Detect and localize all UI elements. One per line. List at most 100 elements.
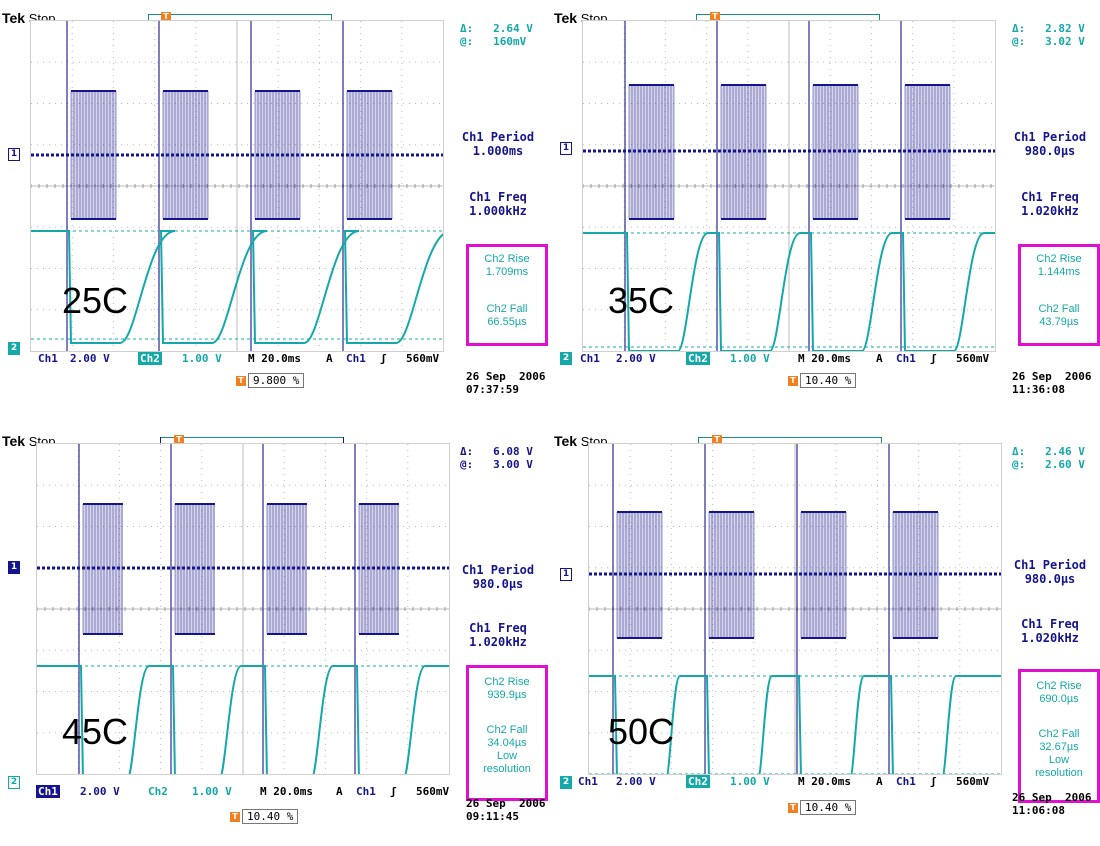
trigger-level: 560mV	[956, 775, 990, 788]
temperature-label: 50C	[608, 711, 675, 752]
trigger-source: Ch1	[356, 785, 376, 798]
trigger-source: Ch1	[896, 775, 916, 788]
ch2-ground-marker: 2	[560, 776, 572, 789]
ch2-label: Ch2	[686, 775, 710, 788]
cursor-readout: Δ: 2.82 V @: 3.02 V	[1012, 22, 1085, 48]
trigger-mode: A	[326, 352, 333, 365]
trigger-position-icon: T	[710, 12, 720, 22]
cursor-readout: Δ: 6.08 V @: 3.00 V	[460, 445, 533, 471]
brand-logo: Tek	[554, 10, 578, 26]
trigger-slope-icon: ʃ	[390, 785, 397, 798]
waveform-svg	[37, 444, 449, 774]
ch2-label: Ch2	[138, 352, 162, 365]
ch1-burst	[347, 91, 392, 219]
timestamp: 26 Sep 2006 09:11:45	[466, 797, 546, 823]
trigger-mode: A	[876, 775, 883, 788]
timebase: M 20.0ms	[798, 775, 851, 788]
ch1-label: Ch1	[38, 352, 58, 365]
waveform-svg	[31, 21, 443, 351]
waveform-display	[588, 443, 1002, 775]
ch1-scale: 2.00 V	[616, 775, 656, 788]
ch2-highlight-box: Ch2 Rise 939.9µs Ch2 Fall 34.04µs Low resolu…	[466, 665, 548, 801]
waveform-display	[582, 20, 996, 352]
ch1-freq-measurement: Ch1 Freq 1.000kHz	[469, 190, 527, 218]
scope-panel-35c: Tek Stop T 1 2 35C Δ: 2.82 V @: 3.02 V C…	[552, 0, 1100, 423]
trigger-position-readout: T 10.40 %	[230, 809, 299, 824]
trigger-position-readout: T 10.40 %	[788, 800, 857, 815]
timebase: M 20.0ms	[798, 352, 851, 365]
ch2-rise-measurement: Ch2 Rise 939.9µs	[484, 676, 530, 701]
cursor-readout: Δ: 2.46 V @: 2.60 V	[1012, 445, 1085, 471]
ch1-scale: 2.00 V	[80, 785, 120, 798]
ch1-scale: 2.00 V	[70, 352, 110, 365]
ch2-highlight-box: Ch2 Rise 690.0µs Ch2 Fall 32.67µs Low resolu…	[1018, 669, 1100, 803]
ch1-ground-marker: 1	[560, 568, 572, 581]
scope-panel-50c: Tek Stop T 1 2 50C Δ: 2.46 V @: 2.60 V C…	[552, 423, 1100, 846]
ch1-freq-measurement: Ch1 Freq 1.020kHz	[1021, 190, 1079, 218]
ch2-label: Ch2	[148, 785, 168, 798]
waveform-svg	[583, 21, 995, 351]
ch2-scale: 1.00 V	[730, 352, 770, 365]
ch1-freq-measurement: Ch1 Freq 1.020kHz	[1021, 617, 1079, 645]
channel-settings-bar: Ch1 2.00 V Ch2 1.00 V M 20.0ms A Ch1 ʃ 5…	[554, 352, 1000, 368]
trigger-position-readout: T 10.40 %	[788, 373, 857, 388]
ch2-scale: 1.00 V	[182, 352, 222, 365]
trigger-level: 560mV	[956, 352, 990, 365]
ch2-trace	[589, 675, 1001, 774]
trigger-level: 560mV	[406, 352, 440, 365]
timestamp: 26 Sep 2006 11:36:08	[1012, 370, 1092, 396]
trigger-mode: A	[336, 785, 343, 798]
ch2-label: Ch2	[686, 352, 710, 365]
trigger-source: Ch1	[896, 352, 916, 365]
ch1-ground-marker: 1	[560, 142, 572, 155]
cursor-readout: Δ: 2.64 V @: 160mV	[460, 22, 533, 48]
waveform-display	[36, 443, 450, 775]
ch1-label: Ch1	[36, 785, 60, 798]
scope-panel-45c: Tek Stop T 1 2 45C Δ: 6.08 V @: 3.00 V C…	[0, 423, 548, 846]
waveform-svg	[589, 444, 1001, 774]
temperature-label: 45C	[62, 711, 129, 752]
ch2-fall-measurement: Ch2 Fall 34.04µs Low resolution	[483, 724, 531, 775]
ch1-burst	[905, 85, 950, 219]
ch1-period-measurement: Ch1 Period 1.000ms	[461, 130, 535, 158]
ch2-scale: 1.00 V	[730, 775, 770, 788]
ch1-period-measurement: Ch1 Period 980.0µs	[1013, 130, 1087, 158]
ch1-period-measurement: Ch1 Period 980.0µs	[461, 563, 535, 591]
ch1-period-measurement: Ch1 Period 980.0µs	[1013, 558, 1087, 586]
trigger-position-readout: T 9.800 %	[236, 373, 305, 388]
brand-logo: Tek	[554, 433, 578, 449]
ch1-burst	[629, 85, 674, 219]
timebase: M 20.0ms	[260, 785, 313, 798]
channel-settings-bar: Ch1 2.00 V Ch2 1.00 V M 20.0ms A Ch1 ʃ 5…	[2, 785, 450, 801]
ch1-label: Ch1	[580, 352, 600, 365]
ch1-burst	[163, 91, 208, 219]
ch2-rise-measurement: Ch2 Rise 1.709ms	[484, 253, 530, 278]
ch2-ground-marker: 2	[8, 776, 20, 789]
ch2-rise-measurement: Ch2 Rise 1.144ms	[1036, 253, 1082, 278]
timebase: M 20.0ms	[248, 352, 301, 365]
trigger-icon: T	[788, 803, 798, 813]
trigger-icon: T	[230, 812, 240, 822]
ch2-fall-measurement: Ch2 Fall 43.79µs	[1038, 303, 1080, 328]
temperature-label: 35C	[608, 280, 675, 321]
temperature-label: 25C	[62, 280, 129, 321]
ch1-ground-marker: 1	[8, 561, 20, 574]
timestamp: 26 Sep 2006 07:37:59	[466, 370, 546, 396]
ch1-freq-measurement: Ch1 Freq 1.020kHz	[469, 621, 527, 649]
trigger-icon: T	[788, 376, 798, 386]
waveform-display	[30, 20, 444, 352]
timestamp: 26 Sep 2006 11:06:08	[1012, 791, 1092, 817]
trigger-level: 560mV	[416, 785, 450, 798]
ch1-scale: 2.00 V	[616, 352, 656, 365]
ch2-fall-measurement: Ch2 Fall 66.55µs	[486, 303, 528, 328]
trigger-slope-icon: ʃ	[930, 352, 937, 365]
ch2-highlight-box: Ch2 Rise 1.144ms Ch2 Fall 43.79µs	[1018, 244, 1100, 346]
trigger-slope-icon: ʃ	[930, 775, 937, 788]
ch2-highlight-box: Ch2 Rise 1.709ms Ch2 Fall 66.55µs	[466, 244, 548, 346]
ch1-label: Ch1	[578, 775, 598, 788]
channel-settings-bar: Ch1 2.00 V Ch2 1.00 V M 20.0ms A Ch1 ʃ 5…	[554, 775, 1000, 791]
trigger-position-icon: T	[174, 435, 184, 445]
ch2-rise-measurement: Ch2 Rise 690.0µs	[1036, 680, 1082, 705]
trigger-position-icon: T	[712, 435, 722, 445]
ch1-burst	[801, 512, 846, 638]
